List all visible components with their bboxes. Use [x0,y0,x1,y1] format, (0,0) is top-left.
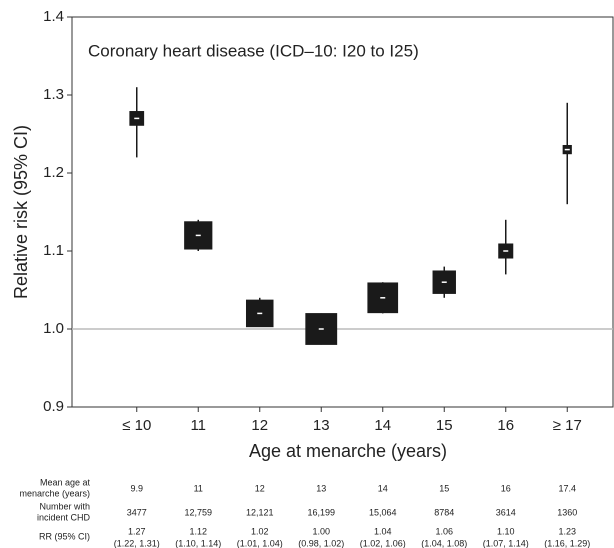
table-cell: 3614 [496,507,516,517]
table-cell: 1.04 [374,526,392,536]
table-cell: (1.16, 1.29) [544,538,590,548]
row-label: RR (95% CI) [39,531,90,541]
table-cell: 15 [439,483,449,493]
table-cell: 1360 [557,507,577,517]
table-cell: (1.02, 1.06) [360,538,406,548]
row-label: Number with [39,501,90,511]
x-tick-label: 14 [374,417,391,434]
table-cell: (1.22, 1.31) [114,538,160,548]
row-label: incident CHD [37,512,91,522]
plot-frame [71,16,614,408]
table-cell: 12 [255,483,265,493]
table-cell: 17.4 [558,483,576,493]
table-cell: 11 [194,483,203,493]
x-axis-label: Age at menarche (years) [249,441,447,461]
table-cell: 9.9 [130,483,143,493]
table-cell: (1.04, 1.08) [421,538,467,548]
y-tick-label: 1.3 [43,86,64,103]
table-cell: 14 [378,483,388,493]
x-tick-label: 15 [436,417,453,434]
table-cell: 16,199 [307,507,335,517]
x-tick-label: 16 [497,417,514,434]
y-tick-label: 1.4 [43,8,64,25]
table-cell: 8784 [434,507,454,517]
y-axis-label: Relative risk (95% CI) [11,125,31,299]
table-cell: 1.12 [189,526,207,536]
table-cell: 13 [316,483,326,493]
table-cell: 3477 [127,507,147,517]
table-cell: 12,121 [246,507,274,517]
x-tick-label: 12 [251,417,268,434]
table-cell: 15,064 [369,507,397,517]
table-cell: 12,759 [184,507,212,517]
table-cell: 1.23 [558,526,576,536]
y-tick-label: 1.1 [43,242,64,259]
y-tick-label: 1.2 [43,164,64,181]
y-tick-label: 0.9 [43,398,64,415]
table-cell: (0.98, 1.02) [298,538,344,548]
table-cell: 1.06 [435,526,453,536]
table-cell: 1.02 [251,526,269,536]
y-tick-label: 1.0 [43,320,64,337]
row-label: menarche (years) [19,488,90,498]
table-cell: 1.10 [497,526,515,536]
x-tick-label: ≥ 17 [553,417,582,434]
x-tick-label: 11 [190,417,206,434]
table-cell: (1.10, 1.14) [175,538,221,548]
table-cell: 16 [501,483,511,493]
table-cell: 1.00 [312,526,330,536]
table-cell: 1.27 [128,526,146,536]
chart-title: Coronary heart disease (ICD–10: I20 to I… [88,41,419,60]
row-label: Mean age at [40,477,91,487]
x-tick-label: 13 [313,417,330,434]
x-tick-label: ≤ 10 [122,417,151,434]
table-cell: (1.07, 1.14) [483,538,529,548]
table-cell: (1.01, 1.04) [237,538,283,548]
